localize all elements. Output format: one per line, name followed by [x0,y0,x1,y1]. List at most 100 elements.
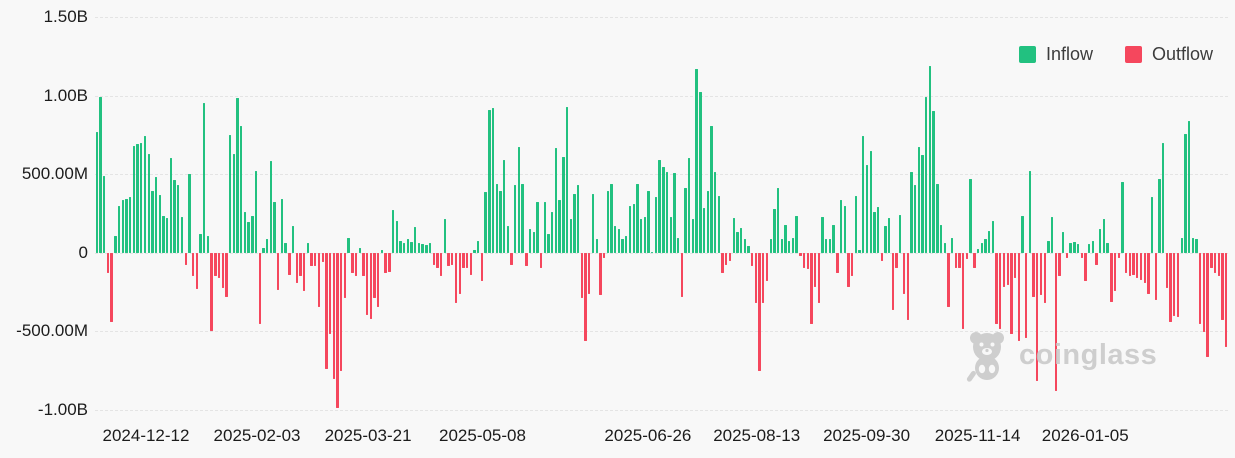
inflow-bar[interactable] [1021,215,1024,253]
outflow-bar[interactable] [1054,252,1057,392]
inflow-bar[interactable] [128,196,132,253]
inflow-bar[interactable] [573,193,576,253]
inflow-bar[interactable] [791,237,795,253]
outflow-bar[interactable] [221,252,224,289]
inflow-bar[interactable] [925,97,928,253]
inflow-bar[interactable] [614,226,617,253]
outflow-bar[interactable] [1113,252,1117,292]
inflow-bar[interactable] [562,156,565,253]
inflow-bar[interactable] [132,145,136,253]
outflow-bar[interactable] [1173,252,1176,316]
inflow-bar[interactable] [95,131,99,253]
inflow-bar[interactable] [1121,182,1124,253]
outflow-bar[interactable] [332,252,335,380]
outflow-bar[interactable] [1169,252,1172,322]
inflow-bar[interactable] [884,226,887,253]
inflow-bar[interactable] [943,243,946,253]
inflow-bar[interactable] [736,232,739,253]
outflow-bar[interactable] [217,252,221,278]
inflow-bar[interactable] [1047,241,1050,253]
outflow-bar[interactable] [325,252,328,370]
outflow-bar[interactable] [436,252,439,268]
inflow-bar[interactable] [1073,241,1076,253]
inflow-bar[interactable] [691,219,695,253]
outflow-bar[interactable] [895,252,898,268]
inflow-bar[interactable] [173,179,176,253]
outflow-bar[interactable] [195,252,198,289]
outflow-bar[interactable] [458,252,461,295]
outflow-bar[interactable] [847,252,850,287]
inflow-bar[interactable] [695,68,698,253]
outflow-bar[interactable] [999,252,1002,330]
outflow-bar[interactable] [288,252,291,275]
inflow-bar[interactable] [499,190,502,253]
inflow-bar[interactable] [984,239,987,253]
inflow-bar[interactable] [528,229,532,253]
inflow-bar[interactable] [1062,232,1065,253]
inflow-bar[interactable] [280,199,284,253]
inflow-bar[interactable] [673,173,676,253]
inflow-bar[interactable] [636,183,639,253]
outflow-bar[interactable] [1128,252,1132,277]
inflow-bar[interactable] [913,185,917,253]
inflow-bar[interactable] [795,215,798,253]
outflow-bar[interactable] [1095,252,1098,265]
inflow-bar[interactable] [177,185,180,253]
outflow-bar[interactable] [184,252,187,265]
outflow-bar[interactable] [962,252,965,330]
outflow-bar[interactable] [303,252,306,292]
inflow-bar[interactable] [858,249,861,253]
outflow-bar[interactable] [110,252,113,322]
inflow-bar[interactable] [828,239,832,253]
inflow-bar[interactable] [899,215,902,253]
inflow-bar[interactable] [739,227,743,253]
outflow-bar[interactable] [1043,252,1046,304]
inflow-bar[interactable] [651,251,654,253]
inflow-bar[interactable] [654,196,658,253]
inflow-bar[interactable] [273,202,276,253]
outflow-bar[interactable] [314,252,317,267]
outflow-bar[interactable] [1025,252,1028,339]
inflow-bar[interactable] [1099,229,1102,253]
outflow-bar[interactable] [765,252,769,282]
legend-item-inflow[interactable]: Inflow [1018,44,1093,65]
inflow-bar[interactable] [380,250,384,253]
outflow-bar[interactable] [947,252,950,308]
inflow-bar[interactable] [1180,237,1183,253]
inflow-bar[interactable] [643,217,646,253]
outflow-bar[interactable] [754,252,758,304]
outflow-bar[interactable] [958,252,961,268]
inflow-bar[interactable] [1102,219,1106,253]
inflow-bar[interactable] [551,211,554,253]
inflow-bar[interactable] [625,236,628,253]
inflow-bar[interactable] [232,153,236,253]
outflow-bar[interactable] [1065,252,1069,258]
outflow-bar[interactable] [799,252,802,256]
inflow-bar[interactable] [136,144,139,253]
outflow-bar[interactable] [440,252,443,277]
outflow-bar[interactable] [758,252,761,371]
inflow-bar[interactable] [117,205,121,253]
outflow-bar[interactable] [1010,252,1013,334]
inflow-bar[interactable] [417,243,421,253]
inflow-bar[interactable] [151,191,154,253]
inflow-bar[interactable] [565,106,569,253]
inflow-bar[interactable] [932,111,935,253]
inflow-bar[interactable] [710,126,713,253]
inflow-bar[interactable] [888,218,891,253]
outflow-bar[interactable] [1199,252,1202,324]
outflow-bar[interactable] [1143,252,1146,284]
outflow-bar[interactable] [1006,252,1009,286]
outflow-bar[interactable] [728,252,732,262]
inflow-bar[interactable] [1184,134,1187,253]
inflow-bar[interactable] [595,239,598,253]
inflow-bar[interactable] [158,195,161,253]
outflow-bar[interactable] [377,252,380,308]
inflow-bar[interactable] [917,146,920,253]
outflow-bar[interactable] [836,252,839,274]
inflow-bar[interactable] [143,135,147,253]
inflow-bar[interactable] [473,250,476,253]
outflow-bar[interactable] [725,252,728,265]
inflow-bar[interactable] [639,219,643,253]
inflow-bar[interactable] [1158,178,1161,253]
